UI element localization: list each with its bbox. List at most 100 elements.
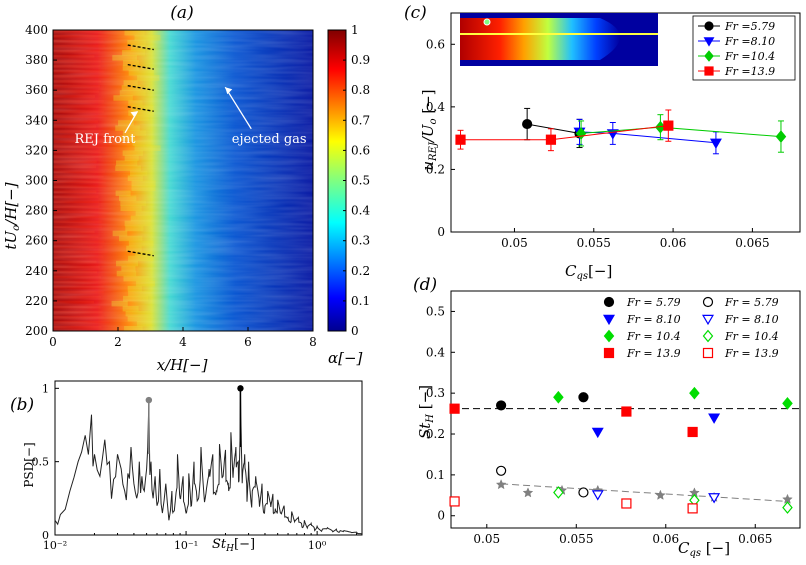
inset-marker [483,18,491,26]
filled-point [708,413,721,424]
panel-c-title: (c) [404,3,427,23]
data-point [775,130,787,143]
panel-b-title: (b) [10,395,34,415]
colorbar-tick-label: 0.1 [351,294,370,308]
data-point [522,118,533,130]
legend-marker-filled [603,329,615,343]
legend-marker [704,66,714,76]
legend-marker [703,37,715,47]
panel-b-xlabel: StH[−] [212,537,255,554]
filled-point [449,403,460,414]
y-tick-label: 240 [25,264,48,278]
legend-label: Fr = 13.9 [626,347,681,360]
y-tick-label: 200 [25,324,48,338]
filled-point [591,427,604,439]
filled-point [689,386,700,400]
colorbar-tick-label: 0 [351,324,359,338]
y-tick-label: 0.5 [426,304,445,318]
legend-label: Fr = 10.4 [724,330,779,343]
legend-label: Fr = 8.10 [626,313,681,326]
front-marker-line [127,63,154,70]
y-tick-label: 380 [25,53,48,67]
panel-c-ylabel: uREJ/Uo [−] [419,89,439,170]
legend-marker [704,50,714,62]
x-tick-label: 10⁰ [308,539,327,552]
legend-label: Fr =10.4 [724,50,775,63]
colorbar-tick-label: 0.7 [351,113,370,127]
heatmap-image [52,29,314,332]
x-tick-label: 4 [179,335,187,349]
y-tick-label: 340 [25,113,48,127]
open-point [687,503,698,514]
legend-label: Fr = 5.79 [626,296,681,309]
x-tick-label: 0.065 [738,532,772,546]
legend-label: Fr = 5.79 [724,296,779,309]
x-tick-label: 0.065 [735,236,769,250]
data-point [545,134,557,145]
data-point [663,120,674,131]
y-tick-label: 0.6 [426,37,445,51]
x-tick-label: 8 [309,335,317,349]
legend-marker-filled [603,296,615,308]
data-point [575,127,587,140]
y-tick-label: 0 [42,529,49,542]
peak-marker [237,385,244,392]
front-marker-line [127,250,154,257]
filled-point [496,400,507,411]
panel-d-title: (d) [413,275,437,295]
inset-image-jet [460,18,620,60]
legend-label: Fr = 10.4 [626,330,681,343]
open-point [449,496,460,507]
colorbar: 0 0.1 0.2 0.3 0.4 0.5 0.6 0.7 0.8 0.9 1 [327,23,370,338]
colorbar-tick-label: 1 [351,23,359,37]
y-tick-label: 0.1 [426,468,445,482]
x-tick-label: 6 [244,335,252,349]
x-tick-label: 0.05 [473,532,500,546]
colorbar-label: α[−] [328,349,363,367]
panel-a: (a) 0 2 4 6 8 200 220 240 260 280 300 320 340 360 380 4… [2,3,370,374]
dashed-fit-line [501,483,788,502]
open-point [591,490,604,501]
y-tick-label: 280 [25,204,48,218]
front-marker-line [127,44,154,51]
panel-b-frame [54,380,363,536]
legend-marker-filled [603,347,615,359]
panel-a-axes: 0 2 4 6 8 200 220 240 260 280 300 320 340 360 380 400 [25,23,317,349]
data-point [709,138,722,149]
psd-series-line [54,388,363,535]
x-tick-label: 10⁻² [43,539,67,552]
annotation-arrowhead [130,111,138,118]
x-tick-label: 0.05 [501,236,528,250]
filled-point [687,426,698,438]
panel-d: (d) 0.05 0.055 0.06 0.065 0 0.1 0.2 0.3 0.4 0.5 Fr… [413,275,801,559]
legend-label: Fr =8.10 [724,35,775,48]
y-tick-label: 300 [25,174,48,188]
panel-a-xlabel: x/H[−] [157,356,208,374]
x-tick-label: 0.06 [652,532,679,546]
y-tick-label: 360 [25,83,48,97]
panel-d-axes: 0.05 0.055 0.06 0.065 0 0.1 0.2 0.3 0.4 0.5 Fr = 5… [426,290,801,546]
x-tick-label: 2 [114,335,122,349]
annotation-ejected-gas: ejected gas [232,132,307,147]
open-point [496,465,507,476]
front-marker-line [127,106,154,112]
heatmap-texture [53,30,313,331]
x-tick-label: 0 [49,335,57,349]
legend-label: Fr = 8.10 [724,313,779,326]
front-marker-line [127,85,154,91]
y-tick-label: 0.3 [426,386,445,400]
y-tick-label: 260 [25,234,48,248]
legend-label: Fr =5.79 [724,20,775,33]
legend-marker-filled [603,314,615,326]
open-point [708,493,721,504]
colorbar-tick-label: 0.5 [351,174,370,188]
y-tick-label: 1 [42,382,49,395]
y-tick-label: 0.2 [426,427,445,441]
y-tick-label: 220 [25,294,48,308]
filled-point [578,392,589,403]
legend-label: Fr =13.9 [724,65,775,78]
legend-marker-open [702,329,714,343]
colorbar-tick-label: 0.8 [351,83,370,97]
